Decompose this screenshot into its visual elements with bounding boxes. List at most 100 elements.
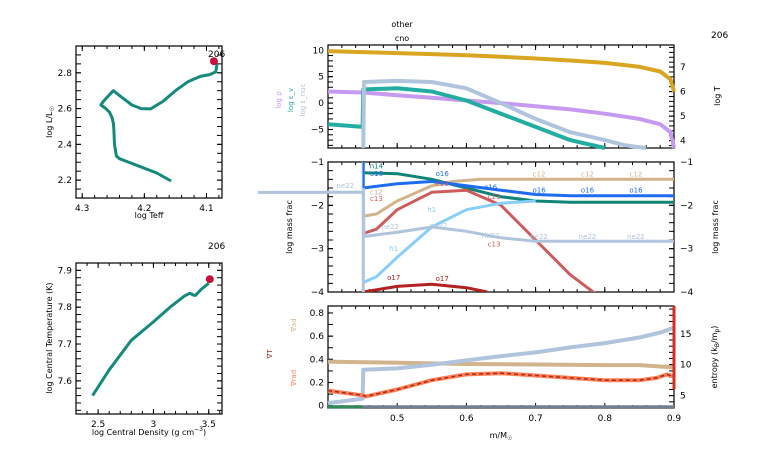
x-tick-label: 4.1 — [199, 204, 213, 214]
x-tick-label: 3 — [151, 420, 157, 430]
y-tick-label: 7.9 — [58, 266, 73, 276]
center-xlabel: log Central Density (g cm−3) — [92, 426, 206, 437]
header-other: other — [391, 20, 413, 29]
legend-label: ∇rad — [290, 370, 298, 387]
current-model-marker — [209, 57, 218, 66]
line-label-ne22: ne22 — [579, 233, 597, 241]
abundance-frame — [327, 161, 675, 293]
line-label-c12: c12 — [581, 170, 594, 178]
profile-top-panel: other cno 206 −5 0 5 10 4 5 6 7 log ρ log ε_v log… — [275, 20, 728, 150]
y-tick-label: 2.6 — [58, 105, 73, 115]
model-number-label: 206 — [711, 31, 728, 41]
abundance-line-o17 — [363, 282, 488, 292]
line-label-ne22: ne22 — [381, 223, 399, 231]
line-label-o17: o17 — [436, 275, 449, 283]
abund-ylabel-right: log mass frac — [711, 200, 720, 254]
y-tick-label-right: 15 — [680, 330, 691, 340]
hr-plot-frame — [75, 45, 223, 199]
profile-top-frame — [327, 44, 675, 149]
profile-line-log-T — [327, 49, 676, 93]
line-label-n14: n14 — [370, 163, 384, 171]
profile-line-log-eps_nu — [327, 86, 606, 150]
x-tick-label: 3.5 — [202, 420, 216, 430]
profile-line-log-eps_nuc — [361, 78, 647, 150]
line-label-o16: o16 — [484, 184, 498, 192]
y-tick-label: 0 — [318, 402, 324, 412]
y-tick-label: 2.8 — [58, 69, 73, 79]
y-tick-label-right: 10 — [680, 361, 692, 371]
y-tick-label-right: 6 — [680, 88, 686, 98]
abundance-line-c12 — [363, 177, 674, 218]
x-tick-label: 2.5 — [91, 420, 105, 430]
legend-label: ∇ad — [290, 318, 298, 332]
x-tick-label: 0.8 — [598, 414, 613, 424]
gradient-xlabel: m/M☉ — [490, 431, 513, 442]
line-label-ne22: ne22 — [530, 233, 548, 241]
legend-label: log ε_v — [287, 88, 295, 112]
line-label-ne22: ne22 — [627, 233, 645, 241]
abund-ylabel-left: log mass frac — [285, 200, 294, 254]
line-label-c13: c13 — [488, 241, 501, 249]
line-label-ne22: ne22 — [336, 182, 354, 190]
line-label-c12: c12 — [630, 170, 643, 178]
y-tick-label: 2.4 — [58, 140, 73, 150]
y-tick-label-right: 5 — [680, 112, 686, 122]
y-tick-label: −1 — [311, 158, 324, 168]
y-tick-label: −5 — [311, 126, 324, 136]
model-number-label: 206 — [208, 50, 225, 60]
x-tick-label: 0.5 — [390, 414, 404, 424]
hr-track-line — [99, 63, 219, 183]
abundance-panel: −4−3−2−1−4−3−2−1n14o16ne22c12c13o16c13c1… — [258, 158, 720, 298]
y-tick-label-right: 5 — [680, 392, 686, 402]
abundance-line-o16 — [363, 180, 674, 198]
y-tick-label: 10 — [313, 46, 325, 56]
y-tick-label: 7.7 — [58, 340, 72, 350]
abundance-line-n14 — [363, 171, 674, 204]
y-tick-label: 7.8 — [58, 303, 73, 313]
line-label-o16: o16 — [581, 186, 595, 194]
y-tick-label-right: −3 — [680, 245, 693, 255]
x-tick-label: 0.7 — [528, 414, 542, 424]
x-tick-label: 4.3 — [75, 204, 89, 214]
current-model-marker — [205, 275, 214, 284]
profile-line-log-rho — [327, 89, 676, 149]
y-tick-label: 0.4 — [310, 355, 325, 365]
center-plot-frame — [75, 262, 223, 415]
gradient-line-grad_ad — [327, 359, 675, 370]
line-label-c13: c13 — [370, 195, 383, 203]
hr-xlabel: log Teff — [135, 211, 164, 220]
y-tick-label: −4 — [311, 288, 325, 298]
line-label-o16: o16 — [532, 186, 546, 194]
legend-label: ∇T — [266, 349, 274, 360]
model-number-label: 206 — [208, 242, 225, 252]
y-tick-label: 0.2 — [310, 379, 324, 389]
x-tick-label: 4.2 — [137, 204, 151, 214]
y-tick-label: 0.6 — [310, 332, 325, 342]
gradient-line-grad_T — [327, 372, 675, 398]
legend-label: log ρ — [275, 91, 283, 109]
line-label-c13: c13 — [488, 193, 501, 201]
legend-label: log ε_nuc — [299, 83, 307, 116]
y-tick-label: 0.8 — [310, 309, 325, 319]
y-tick-label: 2.2 — [58, 176, 72, 186]
line-label-h1: h1 — [389, 245, 398, 253]
entropy-ylabel: entropy (kB/mp) — [710, 326, 721, 389]
line-label-ne22: ne22 — [430, 222, 448, 230]
line-label-o17: o17 — [387, 274, 400, 282]
abundance-line-c13 — [362, 188, 596, 292]
gradient-panel: 0.5 0.6 0.7 0.8 0.9 0 0.2 0.4 0.6 0.8 5 10 15 ∇ad ∇T ∇r… — [266, 305, 721, 442]
y-tick-label: −3 — [311, 245, 324, 255]
center-ylabel: log Central Temperature (K) — [45, 282, 54, 393]
central-conditions-panel: 206 2.5 3 3.5 7.6 7.7 7.8 7.9 log Central Dens… — [45, 242, 225, 437]
gradient-line-entropy — [327, 325, 675, 406]
line-label-o16: o16 — [436, 170, 450, 178]
line-label-c12: c12 — [370, 189, 383, 197]
y-tick-label-right: −1 — [680, 158, 693, 168]
line-label-ne22: ne22 — [482, 232, 500, 240]
line-label-c13: c13 — [436, 180, 449, 188]
hr-diagram-panel: 206 4.3 4.2 4.1 2.2 2.4 2.6 2.8 log Teff log L… — [45, 45, 225, 220]
x-tick-label: 0.9 — [667, 414, 682, 424]
log-T-ylabel: log T — [713, 86, 722, 106]
y-tick-label: −2 — [311, 201, 324, 211]
